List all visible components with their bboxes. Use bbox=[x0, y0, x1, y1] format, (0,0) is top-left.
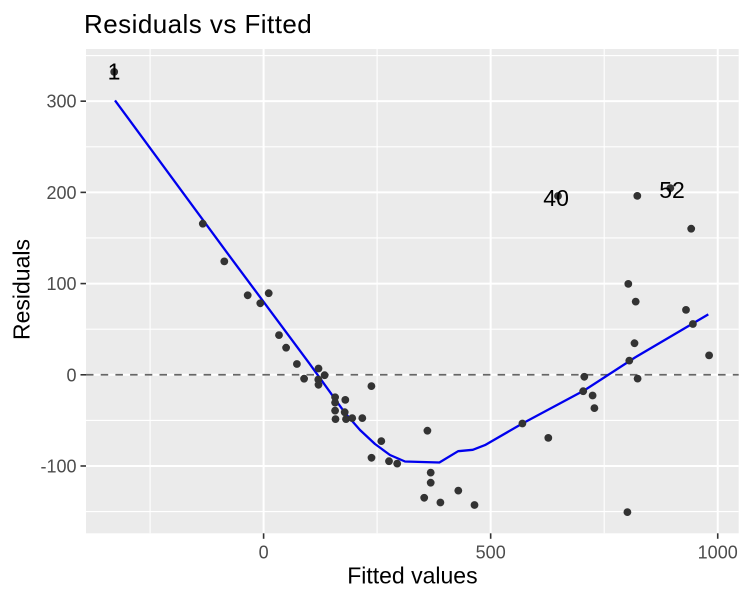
scatter-points bbox=[110, 68, 713, 516]
data-point bbox=[367, 382, 376, 390]
x-axis-tick-labels: 0 500 1000 bbox=[259, 542, 738, 562]
data-point bbox=[689, 320, 697, 328]
data-point bbox=[544, 434, 553, 442]
point-label-40: 40 bbox=[543, 185, 569, 211]
y-tick-label: -100 bbox=[40, 457, 76, 477]
gridlines-minor bbox=[86, 49, 739, 534]
data-point bbox=[423, 426, 432, 435]
data-point bbox=[243, 291, 252, 300]
x-tick-label: 0 bbox=[259, 542, 269, 562]
data-point bbox=[198, 219, 207, 228]
data-point bbox=[348, 414, 357, 422]
data-point bbox=[624, 280, 633, 288]
data-point bbox=[377, 437, 386, 445]
data-point bbox=[331, 406, 339, 415]
x-axis-title: Fitted values bbox=[347, 563, 477, 589]
data-point bbox=[110, 68, 119, 76]
data-point bbox=[385, 457, 393, 466]
data-point bbox=[256, 299, 265, 308]
data-point bbox=[666, 184, 675, 193]
point-label-52: 52 bbox=[659, 177, 685, 203]
data-point bbox=[420, 493, 429, 502]
data-point bbox=[264, 289, 273, 298]
data-point bbox=[625, 356, 634, 365]
data-point bbox=[293, 360, 301, 368]
outlier-point-labels: 1 40 52 bbox=[108, 59, 685, 211]
data-point bbox=[314, 364, 323, 373]
y-axis-title: Residuals bbox=[9, 239, 35, 340]
y-tick-label: 100 bbox=[46, 274, 76, 294]
data-point bbox=[554, 192, 562, 200]
data-point bbox=[331, 398, 339, 407]
x-tick-label: 1000 bbox=[698, 542, 738, 562]
data-point bbox=[393, 459, 402, 468]
data-point bbox=[340, 408, 349, 417]
x-tick-label: 500 bbox=[476, 542, 506, 562]
data-point bbox=[682, 306, 690, 314]
data-point bbox=[314, 380, 323, 389]
y-tick-label: 0 bbox=[66, 365, 76, 385]
data-point bbox=[579, 387, 588, 396]
data-point bbox=[220, 257, 229, 266]
data-point bbox=[590, 404, 599, 412]
data-point bbox=[341, 396, 350, 404]
y-tick-label: 200 bbox=[46, 183, 76, 203]
data-point bbox=[623, 508, 632, 516]
data-point bbox=[633, 374, 642, 383]
data-point bbox=[470, 501, 479, 509]
data-point bbox=[631, 297, 640, 306]
data-point bbox=[633, 192, 642, 200]
data-point bbox=[342, 415, 350, 423]
point-label-1: 1 bbox=[108, 59, 121, 85]
data-point bbox=[454, 486, 463, 495]
data-point bbox=[320, 371, 329, 380]
data-point bbox=[705, 351, 713, 360]
data-point bbox=[331, 415, 340, 423]
data-point bbox=[300, 374, 308, 383]
panel-background bbox=[86, 49, 739, 534]
axis-tick-marks bbox=[80, 100, 719, 539]
data-point bbox=[518, 419, 527, 428]
data-point bbox=[588, 391, 597, 400]
plot-title: Residuals vs Fitted bbox=[84, 9, 312, 39]
data-point bbox=[358, 414, 367, 422]
data-point bbox=[580, 372, 589, 381]
data-point bbox=[275, 331, 283, 339]
data-point bbox=[687, 224, 696, 233]
data-point bbox=[426, 468, 435, 477]
data-point bbox=[282, 343, 290, 352]
y-axis-tick-labels: -100 0 100 200 300 bbox=[40, 92, 76, 477]
data-point bbox=[367, 453, 376, 462]
data-point bbox=[630, 339, 639, 348]
data-point bbox=[436, 498, 445, 507]
data-point bbox=[426, 478, 435, 487]
y-tick-label: 300 bbox=[46, 92, 76, 112]
